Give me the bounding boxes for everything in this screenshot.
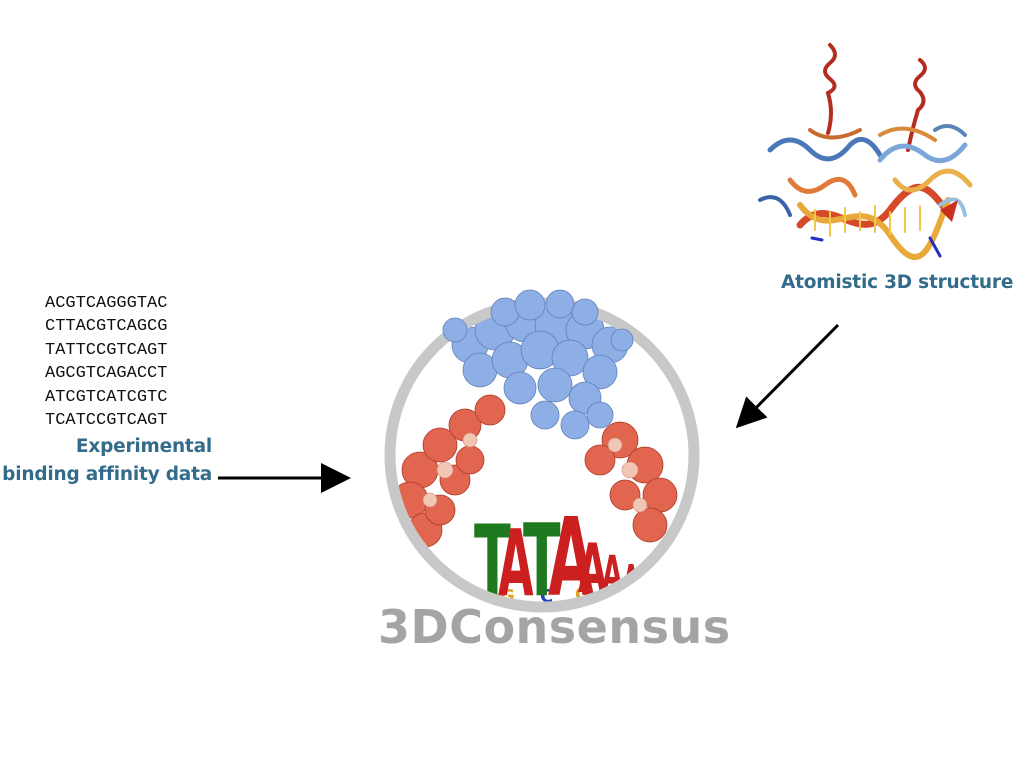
arrow-structure-to-logo — [735, 323, 840, 429]
experimental-label-line2: binding affinity data — [2, 464, 212, 485]
motif-letter: A — [498, 510, 534, 618]
motif-letter: A — [548, 495, 594, 621]
consensus-logo-graphic: C G C G T A T A A A A — [384, 289, 700, 621]
sequence-list: ACGTCAGGGTAC CTTACGTCAGCG TATTCCGTCAGT A… — [45, 292, 220, 432]
sequence-line: ACGTCAGGGTAC — [45, 294, 168, 313]
atomistic-structure-label: Atomistic 3D structure — [781, 272, 1014, 293]
sequence-line: ATCGTCATCGTC — [45, 387, 168, 407]
atomistic-structure-image — [758, 43, 973, 260]
experimental-label-line1: Experimental — [75, 436, 212, 457]
sequence-line: CTTACGTCAGCG — [45, 317, 168, 337]
sequence-line: TATTCCGTCAGT — [45, 340, 168, 360]
logo-wordmark: 3DConsensus — [378, 600, 731, 654]
sequence-line: TCATCCGTCAGT — [45, 411, 168, 431]
sequence-line: AGCGTCAGACCT — [45, 364, 168, 384]
motif-letter: T — [523, 503, 561, 619]
